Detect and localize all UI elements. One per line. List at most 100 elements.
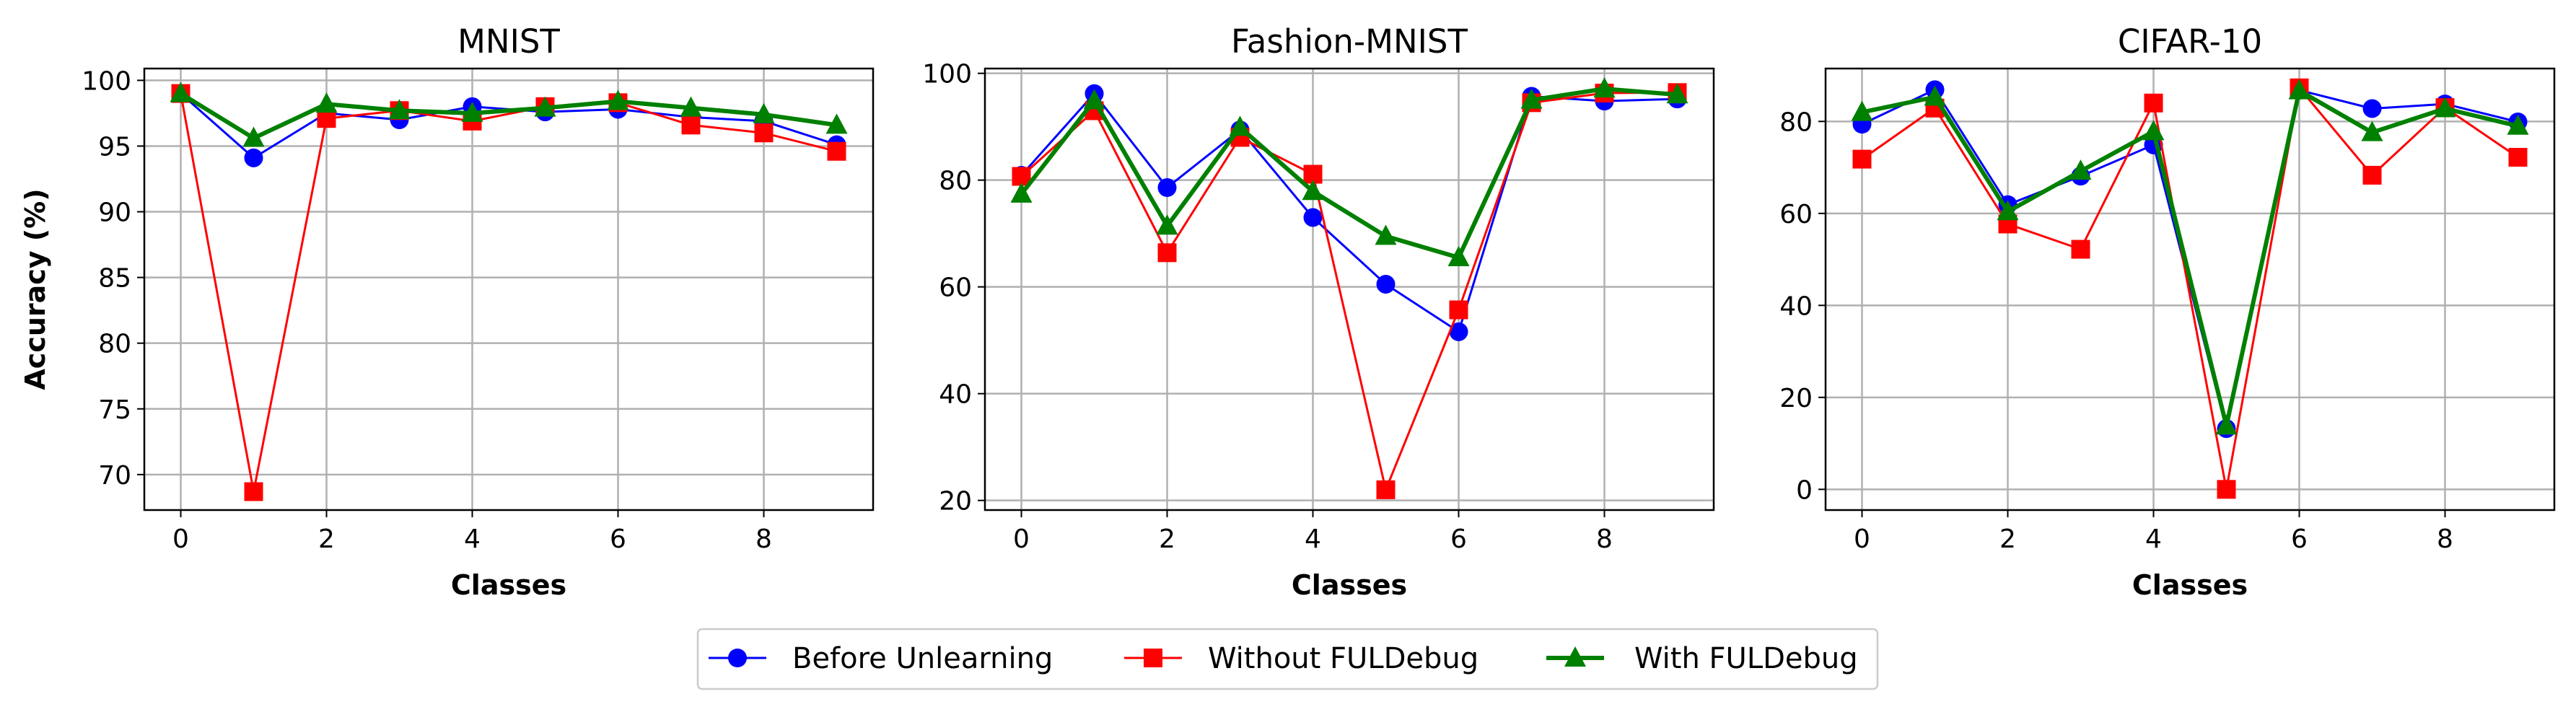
data-point [461, 101, 483, 122]
data-point [1593, 77, 1616, 98]
series-with-fuldebug [170, 82, 848, 147]
ticks: 0 2 4 6 8 20 40 60 80 100 [922, 60, 1613, 554]
legend-entry-before-unlearning: Before Unlearning [709, 642, 1053, 675]
grid [985, 69, 1714, 510]
y-tick-label: 100 [922, 60, 972, 89]
data-point [1447, 245, 1470, 266]
y-axis-label: Accuracy (%) [19, 188, 51, 390]
data-point [388, 99, 411, 120]
data-point [681, 115, 701, 135]
data-point [2144, 93, 2163, 113]
data-point [1520, 88, 1543, 109]
legend-label: Before Unlearning [792, 642, 1053, 675]
legend-triangle-marker [1564, 646, 1586, 667]
data-point [242, 126, 265, 147]
y-tick-label: 100 [82, 66, 131, 96]
grid [144, 69, 873, 510]
x-axis-label: Classes [451, 569, 566, 601]
data-point [1157, 178, 1177, 198]
series-line [179, 92, 837, 141]
chart-panels: 0 2 4 6 8707580859095100MNISTClassesAccuracy… [19, 22, 2556, 601]
data-point [2288, 79, 2310, 100]
data-point [244, 482, 263, 501]
y-tick-label: 60 [1779, 200, 1813, 229]
data-point [1449, 300, 1468, 320]
data-point [1303, 208, 1323, 227]
axes-frame [983, 67, 1715, 511]
series-line [180, 93, 837, 493]
series-line [1020, 91, 1678, 491]
data-point [754, 123, 774, 143]
legend-label: Without FULDebug [1208, 642, 1478, 675]
y-tick-label: 75 [98, 395, 131, 425]
y-tick-label: 95 [98, 132, 131, 162]
series-line [1861, 87, 2519, 491]
data-point [1302, 180, 1324, 201]
data-point [2069, 159, 2092, 180]
legend-entry-without-fuldebug: Without FULDebug [1124, 642, 1478, 675]
ticks: 0 2 4 6 8 70 75 80 85 90 95 100 [82, 66, 772, 554]
data-point [2361, 120, 2383, 141]
x-tick-label: 4 [1305, 524, 1321, 554]
axes-frame [143, 67, 875, 511]
x-tick-label: 0 [172, 524, 189, 554]
y-tick-label: 20 [1779, 384, 1813, 413]
chart-panel-mnist: 0 2 4 6 8 70 75 80 85 90 95 100 MNIST Classes Accuracy… [19, 22, 875, 601]
x-tick-label: 8 [2437, 524, 2453, 554]
y-tick-label: 40 [1779, 291, 1813, 321]
series-before-unlearning [171, 84, 846, 167]
y-tick-label: 70 [98, 461, 131, 491]
data-point [2215, 414, 2238, 435]
y-tick-label: 0 [1796, 475, 1813, 505]
y-tick-label: 20 [939, 487, 972, 517]
data-point [1229, 115, 1251, 136]
data-point [1851, 100, 1873, 121]
series-without-fuldebug [1012, 83, 1687, 499]
x-tick-label: 4 [464, 524, 481, 554]
data-point [825, 113, 848, 134]
y-tick-label: 90 [98, 198, 131, 228]
series-line [1020, 87, 1678, 260]
chart-panel-fashion-mnist: 0 2 4 6 8 20 40 60 80 100 Fashion-MNIST Classes [922, 22, 1715, 601]
chart-title: CIFAR-10 [2118, 22, 2262, 61]
legend-entry-with-fuldebug: With FULDebug [1546, 642, 1858, 675]
y-tick-label: 60 [939, 273, 972, 303]
axes-frame [1824, 67, 2556, 511]
data-point [1449, 322, 1468, 341]
data-point [1010, 182, 1033, 203]
y-tick-label: 85 [98, 264, 131, 294]
data-point [534, 96, 556, 117]
x-tick-label: 4 [2145, 524, 2162, 554]
x-tick-label: 6 [1450, 524, 1467, 554]
chart-title: Fashion-MNIST [1231, 22, 1468, 61]
data-point [1156, 214, 1178, 235]
legend-label: With FULDebug [1634, 642, 1858, 675]
x-axis-label: Classes [2132, 569, 2248, 601]
data-point [607, 89, 629, 110]
data-point [244, 148, 263, 167]
data-point [2217, 480, 2236, 499]
data-point [680, 96, 702, 117]
x-tick-label: 0 [1854, 524, 1870, 554]
legend-circle-marker [728, 649, 747, 667]
chart-title: MNIST [457, 22, 560, 61]
x-tick-label: 2 [1159, 524, 1175, 554]
data-point [2071, 240, 2090, 259]
data-point [1924, 85, 1946, 106]
y-tick-label: 80 [98, 330, 131, 359]
series-with-fuldebug [1851, 79, 2529, 435]
data-point [2508, 148, 2528, 167]
y-tick-label: 40 [939, 380, 972, 410]
x-tick-label: 2 [318, 524, 335, 554]
y-tick-label: 80 [939, 167, 972, 196]
x-tick-label: 8 [755, 524, 772, 554]
x-tick-label: 8 [1596, 524, 1613, 554]
data-point [1083, 89, 1105, 110]
x-tick-label: 2 [1999, 524, 2016, 554]
series-before-unlearning [1852, 80, 2528, 439]
data-point [315, 92, 338, 113]
x-tick-label: 6 [2291, 524, 2308, 554]
x-tick-label: 0 [1013, 524, 1030, 554]
